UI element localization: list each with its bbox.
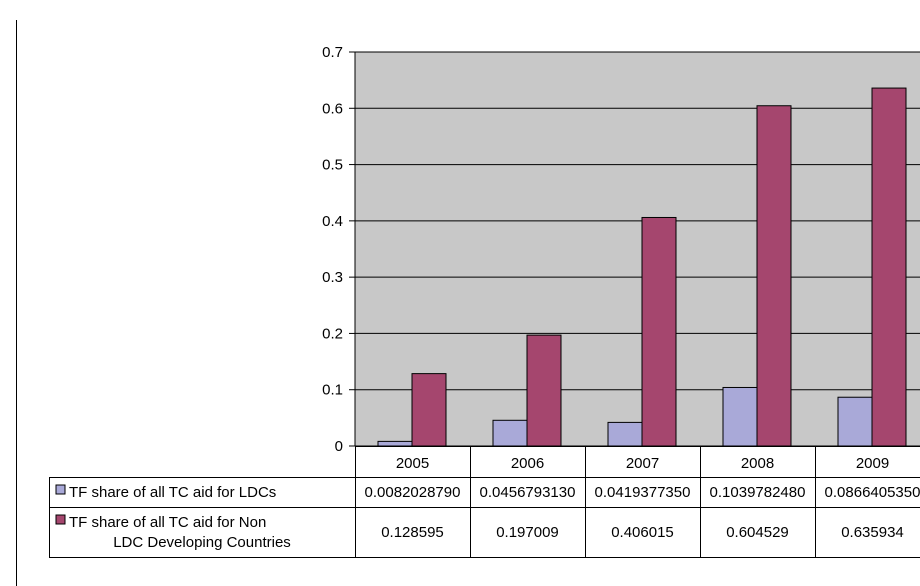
x-category-label: 2008 [741,455,774,472]
y-tick-label: 0.6 [322,100,343,117]
y-tick-label: 0.5 [322,157,343,174]
bar-series-1-2007 [607,421,643,447]
legend-label-series-2-line-2: LDC Developing Countries [113,534,291,551]
bar-series-2-2008 [756,105,792,447]
x-category-label: 2007 [626,455,659,472]
bars [377,87,907,447]
data-table: 2005 2006 2007 2008 2009 TF share of all TC a… [49,446,920,558]
x-category-label: 2009 [856,455,889,472]
bar-series-2-2006 [526,334,562,447]
y-tick-label: 0.2 [322,325,343,342]
legend-swatch-series-1 [55,484,66,495]
data-label-series-1: 0.1039782480 [710,484,806,501]
y-tick-label: 0.3 [322,269,343,286]
y-tick-label: 0.7 [322,44,343,61]
legend-swatch-series-2 [55,514,66,525]
data-label-series-2: 0.128595 [381,524,444,541]
data-label-series-2: 0.635934 [841,524,904,541]
bar-series-1-2006 [492,419,528,447]
x-category-label: 2005 [396,455,429,472]
data-label-series-1: 0.0866405350 [825,484,920,501]
legend-label-series-2-line-1: TF share of all TC aid for Non [69,514,266,531]
bar-series-1-2008 [722,386,758,447]
bar-series-1-2005 [377,440,413,447]
y-tick-label: 0 [335,438,343,455]
data-label-series-1: 0.0456793130 [480,484,576,501]
data-label-series-1: 0.0419377350 [595,484,691,501]
data-label-series-2: 0.604529 [726,524,789,541]
data-label-series-2: 0.406015 [611,524,674,541]
legend-label-series-1: TF share of all TC aid for LDCs [69,484,276,501]
bar-series-2-2009 [871,87,907,447]
plot-area [355,52,920,446]
x-category-label: 2006 [511,455,544,472]
bar-series-2-2005 [411,373,447,447]
y-tick-label: 0.4 [322,213,343,230]
left-border-line [16,20,17,586]
bar-series-2-2007 [641,216,677,447]
y-axis-ticks: 0 0.1 0.2 0.3 0.4 0.5 0.6 0.7 [322,44,356,455]
data-label-series-1: 0.0082028790 [365,484,461,501]
bar-series-1-2009 [837,396,873,447]
y-tick-label: 0.1 [322,382,343,399]
data-label-series-2: 0.197009 [496,524,559,541]
